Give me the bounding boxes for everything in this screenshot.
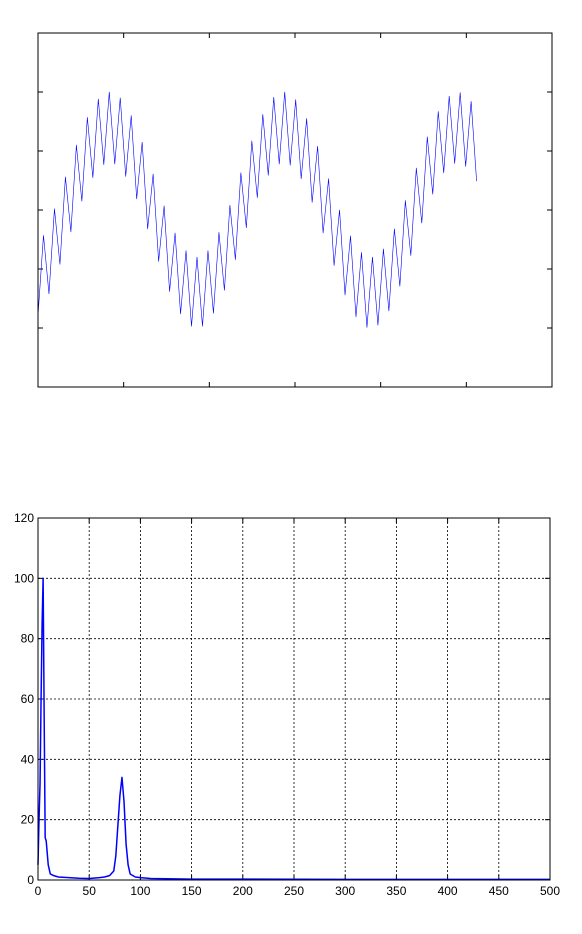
x-tick-label: 450	[489, 884, 509, 898]
y-tick-label: 80	[21, 632, 35, 646]
y-tick-label: 20	[21, 813, 35, 827]
x-tick-label: 150	[182, 884, 202, 898]
y-tick-label: 120	[14, 511, 34, 525]
data-line	[37, 91, 477, 328]
plot-frame	[37, 32, 553, 388]
x-tick-label: 250	[284, 884, 304, 898]
x-tick-label: 350	[386, 884, 406, 898]
x-tick-label: 300	[335, 884, 355, 898]
x-tick-label: 0	[35, 884, 42, 898]
data-line	[37, 577, 550, 881]
plot-area	[38, 33, 552, 387]
x-tick-label: 200	[233, 884, 253, 898]
x-tick-label: 100	[130, 884, 150, 898]
y-tick-label: 40	[21, 752, 35, 766]
y-tick-label: 60	[21, 692, 35, 706]
y-tick-label: 100	[14, 571, 34, 585]
x-tick-label: 400	[438, 884, 458, 898]
x-tick-label: 50	[83, 884, 97, 898]
plot-frame	[37, 517, 551, 881]
y-tick-label: 0	[27, 873, 34, 887]
x-tick-label: 500	[540, 884, 560, 898]
